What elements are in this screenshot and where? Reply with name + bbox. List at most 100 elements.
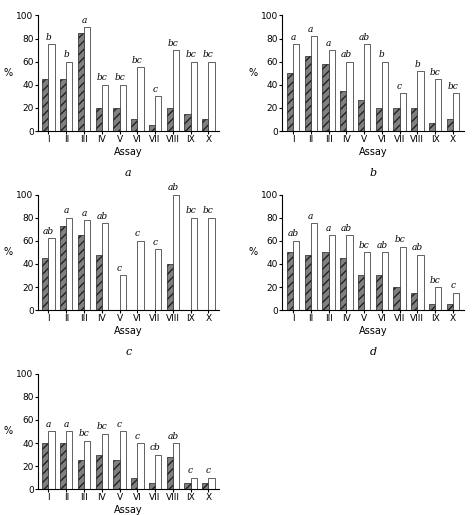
Bar: [417, 71, 424, 131]
Bar: [411, 293, 417, 310]
Text: a: a: [290, 33, 296, 42]
Bar: [173, 195, 179, 310]
Bar: [323, 64, 329, 131]
Bar: [42, 79, 49, 131]
Text: cb: cb: [149, 443, 160, 452]
Text: ab: ab: [96, 212, 107, 221]
Text: ab: ab: [412, 244, 423, 252]
Bar: [60, 79, 66, 131]
Text: bc: bc: [79, 430, 89, 438]
Bar: [66, 218, 72, 310]
Bar: [435, 287, 441, 310]
Bar: [305, 254, 311, 310]
Text: bc: bc: [203, 50, 214, 59]
Bar: [323, 252, 329, 310]
Bar: [311, 224, 317, 310]
Text: c: c: [135, 432, 140, 441]
Bar: [202, 119, 208, 131]
Text: a: a: [63, 207, 69, 215]
Bar: [155, 249, 161, 310]
Bar: [166, 108, 173, 131]
Text: a: a: [125, 168, 131, 178]
Text: c: c: [153, 237, 158, 247]
Bar: [184, 484, 191, 489]
Bar: [78, 460, 84, 489]
Text: bc: bc: [430, 67, 440, 77]
Text: ab: ab: [359, 33, 369, 42]
Bar: [166, 457, 173, 489]
Bar: [364, 252, 370, 310]
Bar: [84, 220, 90, 310]
Bar: [102, 85, 108, 131]
Bar: [429, 304, 435, 310]
Bar: [42, 443, 49, 489]
Bar: [66, 62, 72, 131]
Y-axis label: %: %: [3, 247, 13, 258]
Y-axis label: %: %: [3, 426, 13, 437]
Bar: [96, 455, 102, 489]
Text: a: a: [308, 212, 314, 221]
Text: a: a: [326, 224, 331, 233]
Bar: [114, 460, 120, 489]
Bar: [340, 91, 346, 131]
Bar: [137, 241, 143, 310]
Text: c: c: [188, 467, 193, 475]
Bar: [137, 67, 143, 131]
Bar: [346, 235, 352, 310]
Bar: [453, 93, 459, 131]
Text: bc: bc: [447, 81, 458, 91]
Y-axis label: %: %: [3, 68, 13, 78]
Bar: [364, 44, 370, 131]
Bar: [173, 443, 179, 489]
Text: bc: bc: [132, 56, 143, 65]
Bar: [435, 79, 441, 131]
Text: c: c: [153, 85, 158, 94]
Bar: [60, 443, 66, 489]
Bar: [208, 478, 215, 489]
Bar: [329, 50, 335, 131]
Bar: [49, 44, 55, 131]
Text: b: b: [45, 33, 52, 42]
Bar: [96, 254, 102, 310]
Text: c: c: [125, 347, 131, 357]
Text: c: c: [117, 420, 122, 429]
Bar: [66, 432, 72, 489]
X-axis label: Assay: Assay: [114, 326, 143, 336]
Bar: [394, 108, 400, 131]
Bar: [340, 258, 346, 310]
Text: bc: bc: [430, 276, 440, 285]
Bar: [358, 276, 364, 310]
X-axis label: Assay: Assay: [359, 326, 387, 336]
Bar: [155, 455, 161, 489]
Bar: [394, 287, 400, 310]
Bar: [293, 44, 299, 131]
Text: a: a: [308, 25, 314, 34]
Bar: [131, 478, 137, 489]
Bar: [376, 108, 382, 131]
Bar: [84, 441, 90, 489]
Y-axis label: %: %: [248, 247, 257, 258]
Bar: [184, 114, 191, 131]
Text: d: d: [369, 347, 377, 357]
Bar: [376, 276, 382, 310]
Bar: [382, 252, 388, 310]
Text: b: b: [379, 50, 385, 59]
Bar: [120, 276, 126, 310]
Bar: [191, 218, 197, 310]
Text: bc: bc: [114, 74, 125, 82]
Text: a: a: [46, 420, 51, 429]
Bar: [191, 62, 197, 131]
Bar: [60, 226, 66, 310]
Bar: [49, 238, 55, 310]
Bar: [191, 478, 197, 489]
Y-axis label: %: %: [248, 68, 257, 78]
Bar: [329, 235, 335, 310]
Bar: [346, 62, 352, 131]
Bar: [358, 100, 364, 131]
Bar: [149, 484, 155, 489]
Bar: [287, 252, 293, 310]
Bar: [453, 293, 459, 310]
Text: bc: bc: [185, 207, 196, 215]
Bar: [208, 62, 215, 131]
Text: bc: bc: [167, 39, 178, 48]
